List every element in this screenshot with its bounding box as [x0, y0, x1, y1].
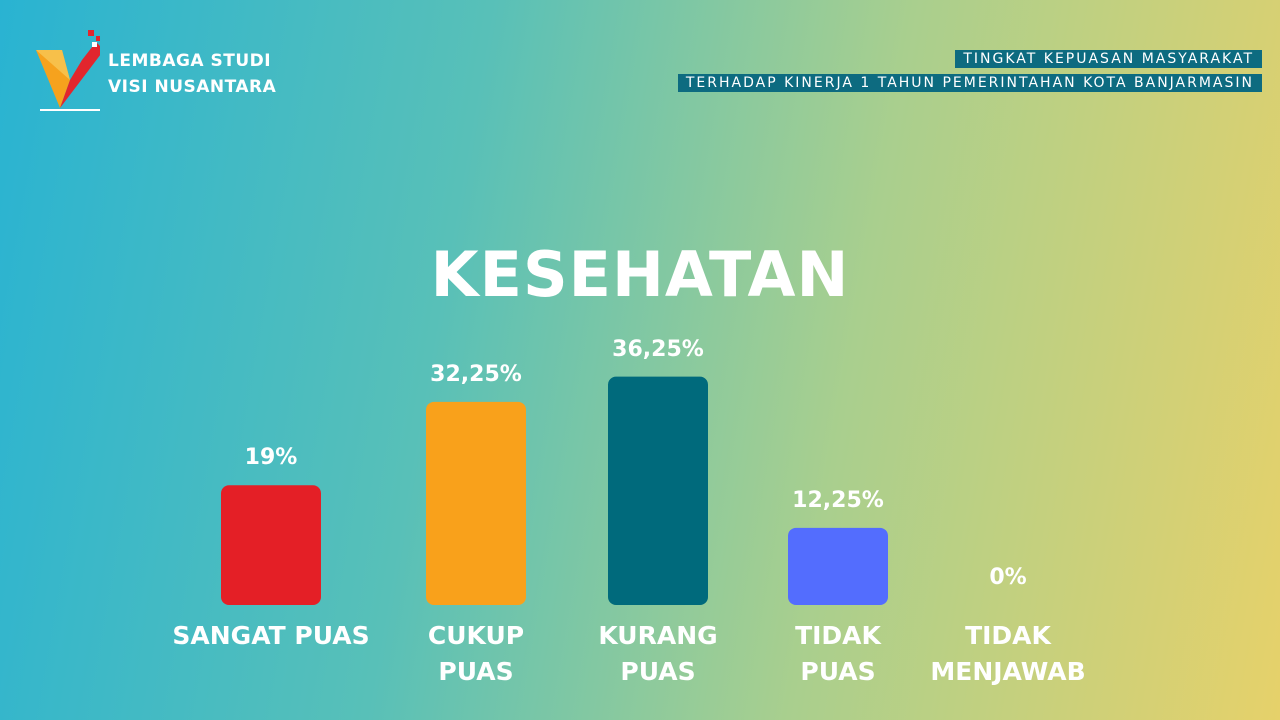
bar — [788, 527, 888, 605]
category-label: SANGAT PUAS — [172, 621, 370, 650]
chart-title: KESEHATAN — [430, 238, 850, 311]
subtitle: TERHADAP KINERJA 1 TAHUN PEMERINTAHAN KO… — [677, 74, 1262, 92]
category-label: CUKUP PUAS — [427, 621, 525, 686]
subtitle: TINGKAT KEPUASAN MASYARAKAT — [955, 50, 1262, 68]
brand-line: LEMBAGA STUDI — [108, 51, 272, 71]
value-label: 12,25% — [792, 487, 884, 513]
bar — [221, 485, 321, 605]
bar — [426, 401, 526, 605]
value-label: 19% — [244, 445, 298, 471]
category-label: TIDAK PUAS — [795, 621, 881, 686]
brand-line: VISI NUSANTARA — [108, 77, 277, 97]
value-label: 0% — [989, 565, 1027, 590]
category-label: KURANG PUAS — [598, 621, 718, 686]
bar — [608, 376, 708, 605]
value-label: 32,25% — [430, 361, 522, 387]
category-label: TIDAK MENJAWAB — [930, 621, 1086, 686]
brand: LEMBAGA STUDI VISI NUSANTARA — [108, 48, 276, 100]
value-label: 36,25% — [612, 336, 704, 362]
logo — [36, 30, 100, 111]
